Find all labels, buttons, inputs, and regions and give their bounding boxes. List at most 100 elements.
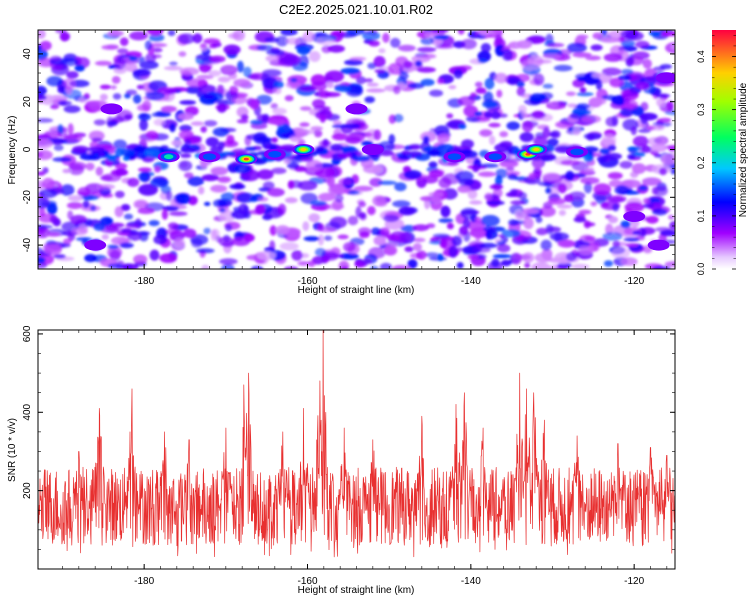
heatmap-band-cell [599, 147, 610, 155]
heatmap-cell [138, 113, 151, 121]
heatmap-cell [302, 221, 310, 232]
heatmap-cell [656, 98, 666, 107]
heatmap-cell [479, 242, 498, 249]
heatmap-cell [370, 265, 379, 269]
heatmap-cell [623, 237, 640, 242]
heatmap-cell [107, 244, 119, 250]
heatmap-cell [328, 184, 347, 196]
heatmap-cell [323, 235, 333, 241]
heatmap-cell [608, 216, 619, 224]
heatmap-cell [659, 31, 675, 37]
heatmap-cell [368, 40, 380, 47]
heatmap-cell [297, 180, 318, 191]
heatmap-cell [347, 215, 359, 226]
heatmap-cell [179, 124, 193, 132]
heatmap-cell [267, 119, 286, 125]
heatmap-cell [284, 197, 298, 204]
heatmap-cell [517, 192, 528, 200]
heatmap-cell [349, 56, 367, 61]
heatmap-cell [137, 207, 155, 215]
heatmap-cell [119, 242, 134, 249]
heatmap-hotspot [647, 239, 670, 251]
heatmap-cell [514, 210, 525, 220]
heatmap-band-cell [106, 155, 117, 162]
heatmap-band-cell [407, 151, 422, 157]
heatmap-cell [163, 66, 183, 71]
heatmap-cell [540, 239, 552, 251]
heatmap-cell [661, 154, 675, 166]
heatmap-cell [438, 177, 452, 189]
heatmap-cell [137, 171, 149, 182]
heatmap-cell [201, 174, 219, 182]
heatmap-cell [39, 40, 52, 51]
heatmap-cell [219, 208, 226, 213]
heatmap-cell [556, 264, 569, 269]
snr-panel: -180 -160 -140 -120 200 400 600 Height of str… [7, 325, 676, 596]
heatmap-cell [291, 250, 303, 261]
heatmap-cell [174, 238, 185, 247]
heatmap-cell [546, 138, 559, 147]
heatmap-cell [256, 251, 276, 261]
heatmap-cell [440, 205, 451, 218]
heatmap-cell [422, 135, 430, 144]
heatmap-cell [101, 234, 110, 240]
heatmap-cell [271, 137, 278, 143]
heatmap-cell [113, 139, 128, 151]
heatmap-cell [167, 30, 176, 37]
heatmap-cell [536, 227, 548, 236]
heatmap-cell [132, 68, 151, 77]
spectrogram-x-label: Height of straight line (km) [298, 285, 415, 296]
heatmap-cell [196, 248, 215, 254]
heatmap-cell [438, 218, 454, 224]
heatmap-cell [276, 35, 289, 47]
heatmap-cell [63, 105, 81, 113]
heatmap-cell [648, 30, 662, 37]
heatmap-cell [99, 84, 111, 90]
heatmap-cell [516, 86, 526, 97]
heatmap-cell [643, 197, 651, 205]
heatmap-cell [436, 78, 445, 85]
heatmap-cell [124, 62, 138, 72]
heatmap-cell [477, 58, 488, 64]
heatmap-cell [264, 37, 280, 43]
heatmap-cell [520, 110, 528, 119]
heatmap-cell [428, 161, 438, 168]
heatmap-cell [467, 189, 478, 200]
heatmap-cell [228, 85, 239, 96]
snr-x-axis: -180 -160 -140 -120 [62, 330, 668, 587]
heatmap-cell [347, 190, 360, 195]
heatmap-cell [393, 85, 401, 95]
heatmap-cell [287, 180, 295, 190]
heatmap-cell [448, 85, 457, 90]
heatmap-cell [488, 122, 501, 128]
heatmap-cell [387, 62, 404, 75]
heatmap-cell [339, 253, 359, 260]
heatmap-cell [580, 177, 600, 185]
heatmap-cell [91, 137, 103, 142]
heatmap-cell [373, 129, 382, 141]
heatmap-cell [201, 264, 210, 269]
heatmap-cell [71, 227, 88, 236]
heatmap-cell [484, 77, 495, 90]
heatmap-cell [358, 227, 372, 236]
x-tick-label: -180 [134, 576, 154, 587]
heatmap-cell [345, 123, 361, 129]
heatmap-hotspot [100, 103, 123, 115]
heatmap-cell [178, 33, 195, 44]
heatmap-cell [601, 94, 617, 101]
heatmap-cell [457, 30, 465, 35]
heatmap-cell [233, 163, 252, 174]
heatmap-cell [533, 59, 553, 64]
heatmap-cell [607, 172, 623, 180]
heatmap-cell [460, 38, 477, 50]
heatmap-cell [480, 214, 500, 227]
heatmap-cell [310, 126, 324, 131]
heatmap-cell [560, 159, 580, 166]
heatmap-hotspot [263, 148, 286, 160]
heatmap-cell [120, 228, 132, 234]
heatmap-cell [133, 254, 148, 265]
heatmap-cell [307, 260, 316, 268]
heatmap-cell [494, 143, 510, 153]
heatmap-cell [446, 222, 454, 230]
heatmap-band-cell [315, 146, 326, 153]
